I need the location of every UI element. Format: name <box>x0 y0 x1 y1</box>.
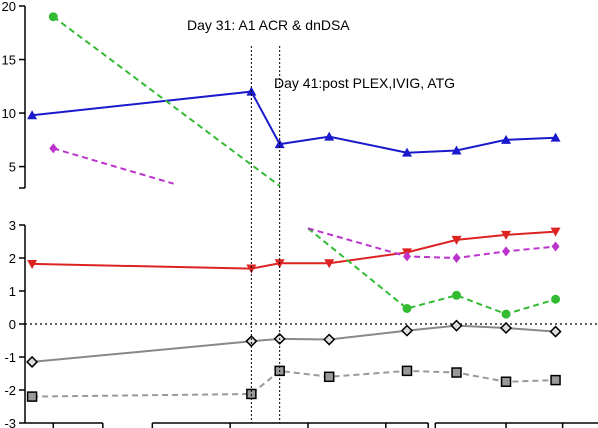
y-tick-label: 1 <box>9 284 16 299</box>
data-point <box>324 131 335 141</box>
data-point <box>48 12 58 22</box>
data-point <box>501 309 511 319</box>
data-point <box>323 371 335 383</box>
series-layer <box>26 12 562 402</box>
series-lower-3 <box>26 319 562 369</box>
series-upper-0 <box>27 86 561 157</box>
data-point <box>550 132 561 142</box>
series-line <box>307 227 556 316</box>
series-line <box>31 90 556 154</box>
series-lower-1 <box>307 227 561 319</box>
annotations: Day 31: A1 ACR & dnDSA Day 41:post PLEX,I… <box>187 17 455 423</box>
data-point <box>451 235 462 245</box>
series-line <box>32 369 556 398</box>
data-point <box>450 319 463 332</box>
data-point <box>27 259 38 269</box>
event-label-day31: Day 31: A1 ACR & dnDSA <box>187 17 350 33</box>
data-point <box>551 241 560 252</box>
event-label-day41: Day 41:post PLEX,IVIG, ATG <box>274 75 455 91</box>
y-tick-label: 10 <box>2 106 16 121</box>
data-point <box>452 253 461 263</box>
data-point <box>246 264 257 274</box>
data-point <box>324 259 335 269</box>
series-line <box>52 15 281 187</box>
series-upper-1 <box>48 12 281 187</box>
data-point <box>550 227 561 237</box>
data-point <box>402 147 412 157</box>
data-point <box>549 325 562 338</box>
data-point <box>323 333 336 346</box>
y-tick-label: -1 <box>4 350 16 365</box>
data-point <box>26 355 39 369</box>
y-tick-label: 2 <box>9 251 16 266</box>
data-point <box>400 324 414 337</box>
series-line <box>32 324 556 363</box>
data-point <box>500 376 512 387</box>
y-tick-label: -2 <box>4 383 16 398</box>
series-lower-2 <box>307 227 560 263</box>
data-point <box>245 335 258 348</box>
data-point <box>402 303 412 313</box>
data-point <box>452 290 462 300</box>
y-tick-label: -3 <box>4 416 16 428</box>
data-point <box>502 246 511 257</box>
data-point <box>451 145 462 155</box>
series-upper-2 <box>49 143 174 185</box>
data-point <box>501 230 512 240</box>
y-tick-label: 20 <box>2 0 16 14</box>
data-point <box>499 321 513 335</box>
series-lower-0 <box>27 227 561 274</box>
data-point <box>26 391 38 402</box>
data-point <box>550 374 561 386</box>
series-line <box>307 227 556 260</box>
y-tick-label: 0 <box>9 317 16 332</box>
data-point <box>401 365 413 377</box>
data-point <box>403 251 411 262</box>
data-point <box>49 143 58 154</box>
data-point <box>501 134 512 144</box>
data-point <box>27 110 38 120</box>
y-tick-label: 3 <box>9 218 16 233</box>
series-lower-4 <box>26 365 561 402</box>
y-tick-label: 5 <box>9 160 16 175</box>
data-point <box>551 294 561 304</box>
series-line <box>53 147 174 185</box>
series-line <box>32 230 556 270</box>
y-tick-label: 15 <box>2 53 16 68</box>
data-point <box>451 367 462 378</box>
